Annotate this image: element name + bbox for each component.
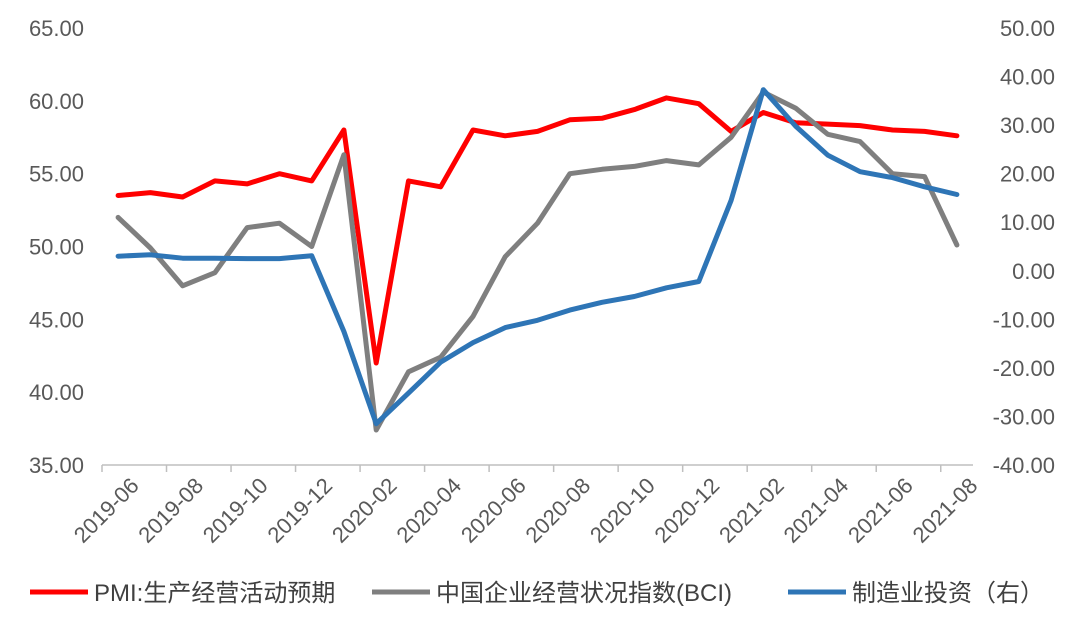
x-tick-label: 2019-12	[262, 473, 337, 548]
legend-label-3: 制造业投资（右）	[852, 580, 1044, 607]
series-line-3	[115, 87, 960, 427]
y-right-tick-label: 10.00	[1000, 210, 1055, 235]
x-tick-label: 2019-08	[133, 473, 208, 548]
y-left-tick-label: 60.00	[29, 89, 84, 114]
x-tick-label: 2020-12	[650, 473, 725, 548]
y-right-tick-label: 30.00	[1000, 113, 1055, 138]
y-left-tick-label: 40.00	[29, 380, 84, 405]
y-right-tick-label: 20.00	[1000, 162, 1055, 187]
series-lines	[115, 87, 960, 433]
x-tick-label: 2019-06	[69, 473, 144, 548]
y-left-tick-label: 35.00	[29, 453, 84, 478]
axes: 2019-062019-082019-102019-122020-022020-…	[29, 16, 1055, 548]
y-right-tick-label: -20.00	[993, 356, 1055, 381]
y-right-tick-label: 0.00	[1012, 259, 1055, 284]
y-left-tick-label: 50.00	[29, 235, 84, 260]
legend-label-1: PMI:生产经营活动预期	[94, 580, 335, 607]
x-tick-label: 2021-02	[714, 473, 789, 548]
legend-label-2: 中国企业经营状况指数(BCI)	[436, 580, 732, 607]
y-left-tick-label: 45.00	[29, 307, 84, 332]
y-right-tick-label: 40.00	[1000, 65, 1055, 90]
x-tick-label: 2020-04	[391, 473, 466, 548]
x-tick-label: 2020-02	[327, 473, 402, 548]
series-line-2	[115, 89, 960, 433]
legend: PMI:生产经营活动预期 中国企业经营状况指数(BCI) 制造业投资（右）	[30, 580, 1044, 607]
y-left-tick-label: 65.00	[29, 16, 84, 41]
x-tick-label: 2020-08	[521, 473, 596, 548]
x-tick-label: 2021-08	[908, 473, 983, 548]
y-right-tick-label: 50.00	[1000, 16, 1055, 41]
y-right-tick-label: -40.00	[993, 453, 1055, 478]
y-right-tick-label: -10.00	[993, 307, 1055, 332]
y-left-tick-label: 55.00	[29, 162, 84, 187]
x-tick-label: 2021-06	[843, 473, 918, 548]
x-tick-label: 2020-10	[585, 473, 660, 548]
x-tick-label: 2020-06	[456, 473, 531, 548]
x-tick-label: 2021-04	[779, 473, 854, 548]
x-tick-label: 2019-10	[198, 473, 273, 548]
y-right-tick-label: -30.00	[993, 404, 1055, 429]
